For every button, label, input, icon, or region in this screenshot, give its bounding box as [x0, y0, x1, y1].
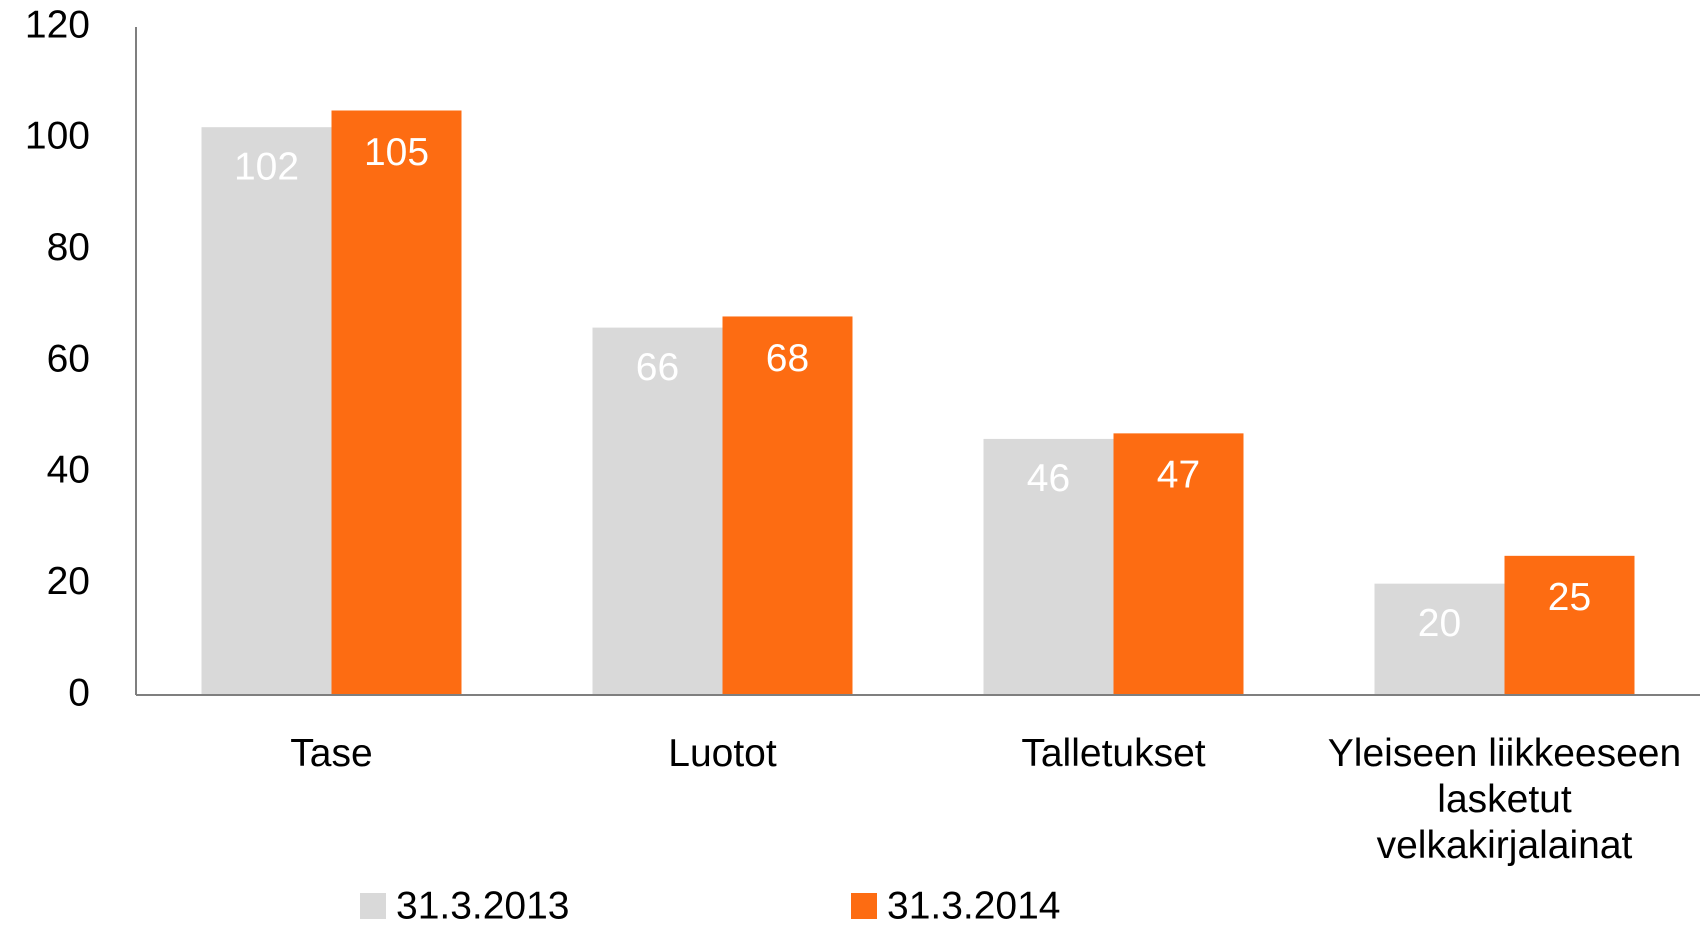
x-tick-label: Tase: [290, 732, 373, 775]
y-tick-label: 0: [68, 671, 90, 714]
data-label: 68: [766, 337, 809, 380]
y-tick-label: 20: [47, 560, 90, 603]
bar: [592, 327, 723, 695]
y-tick-label: 60: [47, 337, 90, 380]
legend-label: 31.3.2014: [887, 884, 1061, 925]
y-tick-label: 120: [25, 3, 90, 46]
bar: [201, 127, 332, 695]
data-label: 102: [234, 145, 299, 188]
legend-swatch: [360, 893, 386, 919]
x-tick-label: Yleiseen liikkeeseen lasketut velkakirja…: [1327, 732, 1682, 867]
y-tick-label: 100: [25, 115, 90, 158]
bar: [1113, 433, 1244, 695]
x-tick-label: Talletukset: [1021, 732, 1206, 775]
data-label: 20: [1418, 602, 1461, 645]
bar: [1504, 555, 1635, 695]
data-label: 46: [1027, 457, 1070, 500]
data-label: 25: [1548, 576, 1591, 619]
data-label: 66: [636, 346, 679, 389]
data-label: 47: [1157, 454, 1200, 497]
bar: [722, 316, 853, 695]
y-tick-label: 40: [47, 449, 90, 492]
bar: [331, 110, 462, 695]
data-label: 105: [364, 131, 429, 174]
y-tick-label: 80: [47, 226, 90, 269]
bar: [983, 438, 1114, 695]
bar: [1374, 583, 1505, 695]
legend-swatch: [851, 893, 877, 919]
x-tick-label: Luotot: [668, 732, 777, 775]
legend-label: 31.3.2013: [396, 884, 570, 925]
